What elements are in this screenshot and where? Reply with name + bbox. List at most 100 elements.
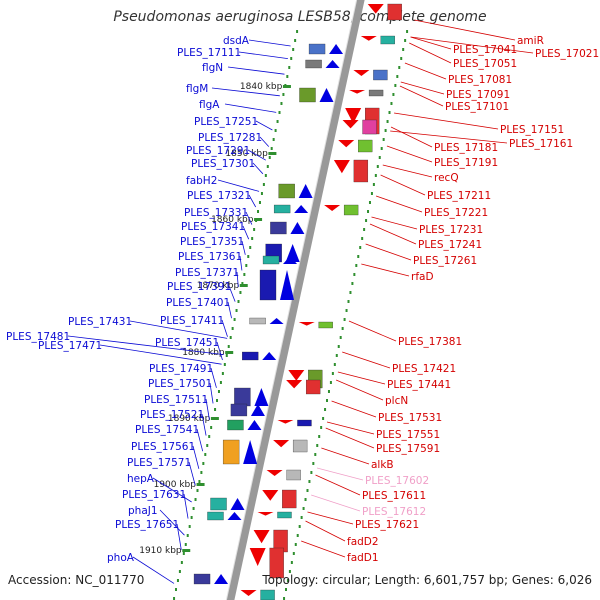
ring-tick (394, 84, 397, 87)
gene-label-reverse: PLES_17611 (362, 490, 426, 502)
gene-leader-reverse (361, 263, 410, 277)
ring-tick (284, 588, 287, 591)
gene-leader-reverse (371, 216, 418, 230)
ring-tick (331, 372, 334, 375)
ring-tick (392, 93, 395, 96)
kbp-label: 1860 kbp (211, 215, 254, 225)
ring-tick (192, 507, 195, 510)
gene-arrow-forward (250, 404, 265, 416)
ring-tick (280, 102, 283, 105)
gene-arrow-forward (325, 60, 340, 68)
ring-tick (227, 345, 230, 348)
ring-tick (376, 165, 379, 168)
gene-arrow-forward (283, 256, 298, 264)
gene-arrow-reverse (338, 140, 355, 148)
gene-leader-forward (242, 225, 250, 240)
gene-label-forward: dsdA (223, 35, 250, 47)
ring-tick (260, 192, 263, 195)
ring-tick (292, 552, 295, 555)
ring-tick (308, 480, 311, 483)
ring-tick (326, 399, 329, 402)
ring-tick (398, 66, 401, 69)
gene-leader-forward (241, 240, 246, 255)
gene-label-forward: PLES_17371 (175, 267, 239, 279)
gene-label-forward: phaJ1 (128, 505, 158, 517)
ring-tick (341, 327, 344, 330)
gene-leader-forward (227, 301, 232, 319)
gene-label-forward: PLES_17111 (177, 47, 241, 59)
gene-leader-forward (238, 51, 288, 59)
gene-leader-reverse (315, 474, 361, 496)
gene-leader-forward (152, 477, 192, 503)
kbp-tick (268, 152, 277, 155)
topology-label: Topology: circular; Length: 6,601,757 bp… (262, 573, 592, 587)
gene-arrow-reverse (345, 108, 362, 124)
gene-label-reverse: alkB (371, 459, 394, 471)
gene-label-reverse: PLES_17081 (448, 74, 512, 86)
ring-tick (406, 30, 409, 33)
gene-arrow-forward (243, 440, 258, 464)
ring-tick (322, 417, 325, 420)
gene-block-forward (207, 511, 224, 521)
gene-label-reverse: PLES_17551 (376, 429, 440, 441)
ring-tick (327, 390, 330, 393)
accession-label: Accession: NC_011770 (8, 573, 145, 587)
gene-label-forward: PLES_17511 (144, 394, 208, 406)
gene-label-reverse: PLES_17261 (413, 255, 477, 267)
kbp-tick (210, 417, 219, 420)
ring-tick (237, 300, 240, 303)
gene-block-forward (299, 87, 316, 103)
gene-leader-forward (196, 428, 204, 452)
gene-label-reverse: PLES_17051 (453, 58, 517, 70)
ring-tick (384, 129, 387, 132)
ring-tick (298, 525, 301, 528)
ring-tick (382, 138, 385, 141)
gene-leader-reverse (394, 112, 499, 130)
ring-tick (290, 57, 293, 60)
gene-label-reverse: PLES_17241 (418, 239, 482, 251)
ring-tick (247, 255, 250, 258)
kbp-tick (225, 351, 234, 354)
ring-tick (286, 75, 289, 78)
gene-leader-reverse (325, 427, 375, 449)
gene-label-forward: PLES_17321 (187, 190, 251, 202)
gene-label-forward: PLES_17361 (178, 251, 242, 263)
gene-leader-forward (129, 320, 228, 339)
gene-arrow-forward (294, 205, 309, 213)
gene-leader-reverse (386, 145, 433, 163)
gene-block-forward (242, 351, 259, 361)
gene-arrow-reverse (240, 590, 257, 596)
ring-tick (337, 345, 340, 348)
ring-tick (300, 516, 303, 519)
gene-leader-forward (159, 509, 185, 536)
ring-tick (355, 264, 358, 267)
ring-tick (202, 462, 205, 465)
ring-tick (231, 327, 234, 330)
gene-label-forward: flgA (199, 99, 220, 111)
gene-block-forward (270, 221, 287, 235)
gene-arrow-forward (247, 420, 262, 430)
ring-tick (270, 147, 273, 150)
ring-tick (314, 453, 317, 456)
ring-tick (286, 579, 289, 582)
gene-arrow-reverse (353, 70, 370, 76)
ring-tick (258, 201, 261, 204)
ring-tick (180, 561, 183, 564)
gene-label-reverse: PLES_17211 (427, 190, 491, 202)
gene-leader-reverse (410, 36, 534, 54)
ring-tick (372, 183, 375, 186)
gene-arrow-forward (227, 512, 242, 520)
ring-tick (318, 435, 321, 438)
gene-block-forward (278, 183, 295, 199)
gene-leader-reverse (321, 447, 370, 465)
ring-tick (316, 444, 319, 447)
gene-arrow-reverse (333, 160, 350, 174)
gene-block-forward (210, 497, 227, 511)
ring-tick (217, 390, 220, 393)
gene-label-reverse: PLES_17531 (378, 412, 442, 424)
gene-block-forward (249, 317, 266, 325)
gene-leader-reverse (311, 494, 361, 512)
ring-tick (351, 282, 354, 285)
